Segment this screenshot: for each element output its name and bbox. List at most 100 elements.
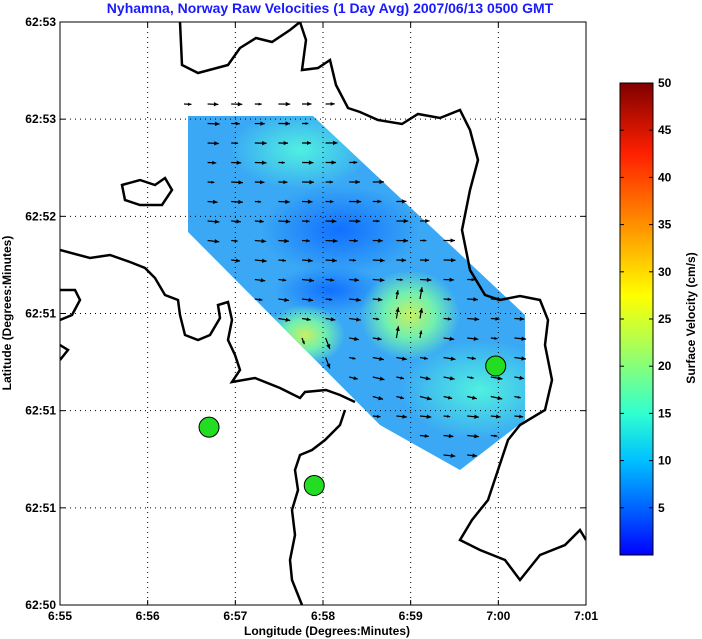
- colorbar-ticks: 5 10 15 20 25 30 35 40 45 50: [620, 76, 672, 515]
- y-tick-label: 62:51: [25, 404, 56, 418]
- colorbar-tick-label: 25: [658, 312, 672, 326]
- velocity-arrow: [301, 179, 314, 185]
- velocity-arrow: [443, 317, 452, 321]
- velocity-arrow: [231, 141, 239, 145]
- velocity-arrow: [325, 317, 336, 322]
- velocity-arrow: [372, 317, 380, 321]
- velocity-arrow: [443, 395, 453, 400]
- velocity-arrow: [443, 297, 452, 301]
- velocity-arrow: [419, 330, 423, 339]
- velocity-vectors: [183, 101, 527, 458]
- velocity-arrow: [278, 238, 289, 244]
- velocity-arrow: [325, 101, 335, 106]
- station-markers: [198, 355, 507, 496]
- velocity-arrow: [372, 219, 380, 223]
- chart-title: Nyhamna, Norway Raw Velocities (1 Day Av…: [107, 0, 554, 16]
- velocity-arrow: [467, 395, 477, 400]
- velocity-arrow: [419, 277, 432, 283]
- velocity-arrow: [372, 297, 383, 302]
- velocity-arrow: [301, 160, 314, 165]
- y-tick-label: 62:53: [25, 15, 56, 29]
- station-marker: [485, 355, 507, 377]
- velocity-arrow: [254, 258, 267, 263]
- velocity-arrow: [490, 376, 503, 381]
- velocity-arrow: [325, 258, 337, 263]
- velocity-arrow: [372, 199, 382, 204]
- velocity-arrow: [207, 141, 219, 146]
- velocity-arrow: [278, 199, 290, 204]
- velocity-arrow: [443, 414, 451, 418]
- velocity-arrow: [490, 414, 501, 419]
- y-tick-label: 62:51: [25, 307, 56, 321]
- velocity-arrow: [231, 219, 241, 224]
- velocity-arrow: [467, 376, 474, 380]
- velocity-arrow: [396, 395, 405, 400]
- velocity-arrow: [514, 356, 527, 361]
- velocity-arrow: [372, 277, 385, 283]
- velocity-arrow: [349, 258, 356, 262]
- velocity-arrow: [301, 239, 310, 243]
- velocity-arrow: [349, 277, 360, 283]
- velocity-arrow: [301, 141, 312, 145]
- velocity-arrow: [419, 258, 430, 263]
- x-axis-label: Longitude (Degrees:Minutes): [244, 624, 410, 638]
- velocity-arrow: [231, 239, 238, 243]
- station-marker: [303, 474, 325, 496]
- velocity-arrow: [467, 336, 479, 341]
- velocity-arrow: [301, 278, 314, 283]
- velocity-arrow: [278, 278, 287, 282]
- velocity-arrow: [396, 356, 407, 361]
- velocity-arrow: [490, 297, 503, 302]
- velocity-arrow: [349, 160, 358, 165]
- velocity-arrow: [514, 316, 525, 322]
- velocity-arrow: [349, 179, 361, 185]
- velocity-arrow: [419, 356, 428, 360]
- colorbar-tick-label: 30: [658, 265, 672, 279]
- velocity-arrow: [301, 297, 314, 303]
- velocity-arrow: [372, 179, 384, 185]
- velocity-arrow: [231, 102, 243, 107]
- velocity-arrow: [207, 102, 219, 107]
- velocity-arrow: [254, 278, 266, 283]
- velocity-arrow: [207, 160, 217, 165]
- velocity-arrow: [490, 395, 503, 401]
- velocity-arrow: [443, 453, 456, 458]
- velocity-arrow: [467, 316, 480, 322]
- velocity-arrow: [301, 122, 309, 125]
- velocity-arrow: [395, 326, 400, 339]
- velocity-arrow: [419, 414, 432, 419]
- velocity-arrow: [278, 140, 288, 146]
- station-marker: [198, 416, 220, 438]
- velocity-arrow: [325, 219, 337, 224]
- velocity-arrow: [396, 238, 409, 243]
- velocity-arrow: [372, 258, 385, 263]
- y-axis-label: Latitude (Degrees:Minutes): [0, 236, 14, 391]
- velocity-arrow: [278, 219, 291, 224]
- velocity-arrow: [231, 121, 240, 126]
- velocity-arrow: [490, 316, 500, 321]
- velocity-arrow: [514, 336, 527, 341]
- velocity-arrow: [443, 257, 456, 263]
- velocity-arrow: [372, 395, 384, 401]
- colorbar-tick-label: 50: [658, 76, 672, 90]
- velocity-arrow: [254, 219, 264, 224]
- x-tick-label: 6:56: [136, 609, 160, 623]
- velocity-arrow: [231, 258, 241, 263]
- velocity-arrow: [278, 297, 290, 303]
- velocity-arrow: [443, 433, 454, 439]
- velocity-arrow: [490, 434, 498, 438]
- velocity-arrow: [254, 121, 265, 126]
- velocity-arrow: [254, 200, 262, 204]
- velocity-arrow: [349, 317, 361, 322]
- velocity-arrow: [301, 317, 311, 322]
- colorbar-label: Surface Velocity (cm/s): [684, 252, 698, 383]
- velocity-arrow: [349, 238, 358, 243]
- velocity-arrow: [419, 287, 424, 300]
- velocity-arrow: [254, 297, 263, 302]
- velocity-arrow: [207, 121, 220, 126]
- colorbar-tick-label: 45: [658, 123, 672, 137]
- velocity-arrow: [467, 434, 479, 439]
- velocity-arrow: [325, 140, 338, 146]
- velocity-arrow: [301, 258, 313, 263]
